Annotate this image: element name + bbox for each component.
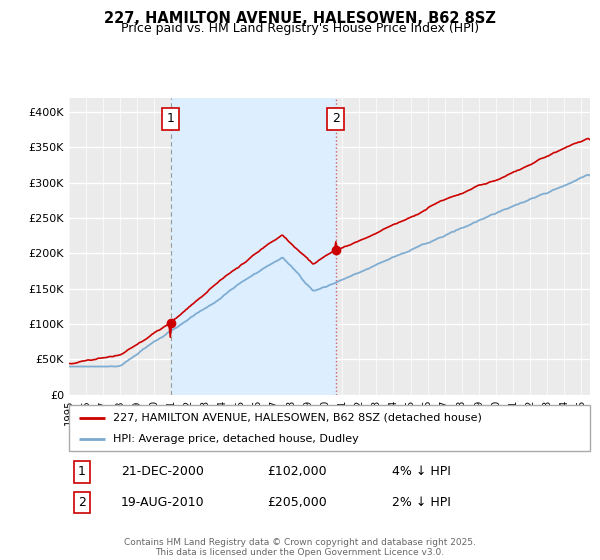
Text: HPI: Average price, detached house, Dudley: HPI: Average price, detached house, Dudl… (113, 435, 359, 444)
Text: Contains HM Land Registry data © Crown copyright and database right 2025.
This d: Contains HM Land Registry data © Crown c… (124, 538, 476, 557)
FancyBboxPatch shape (69, 405, 590, 451)
Text: Price paid vs. HM Land Registry's House Price Index (HPI): Price paid vs. HM Land Registry's House … (121, 22, 479, 35)
Text: 21-DEC-2000: 21-DEC-2000 (121, 465, 204, 478)
Text: 2% ↓ HPI: 2% ↓ HPI (392, 496, 451, 509)
Text: 227, HAMILTON AVENUE, HALESOWEN, B62 8SZ: 227, HAMILTON AVENUE, HALESOWEN, B62 8SZ (104, 11, 496, 26)
Text: £205,000: £205,000 (267, 496, 326, 509)
Text: £102,000: £102,000 (267, 465, 326, 478)
Bar (171, 98, 336, 395)
Text: 227, HAMILTON AVENUE, HALESOWEN, B62 8SZ (detached house): 227, HAMILTON AVENUE, HALESOWEN, B62 8SZ… (113, 413, 482, 423)
Text: 2: 2 (332, 112, 340, 125)
Text: 4% ↓ HPI: 4% ↓ HPI (392, 465, 451, 478)
Text: 19-AUG-2010: 19-AUG-2010 (121, 496, 205, 509)
Text: 1: 1 (78, 465, 86, 478)
Text: 1: 1 (167, 112, 175, 125)
Text: 2: 2 (78, 496, 86, 509)
